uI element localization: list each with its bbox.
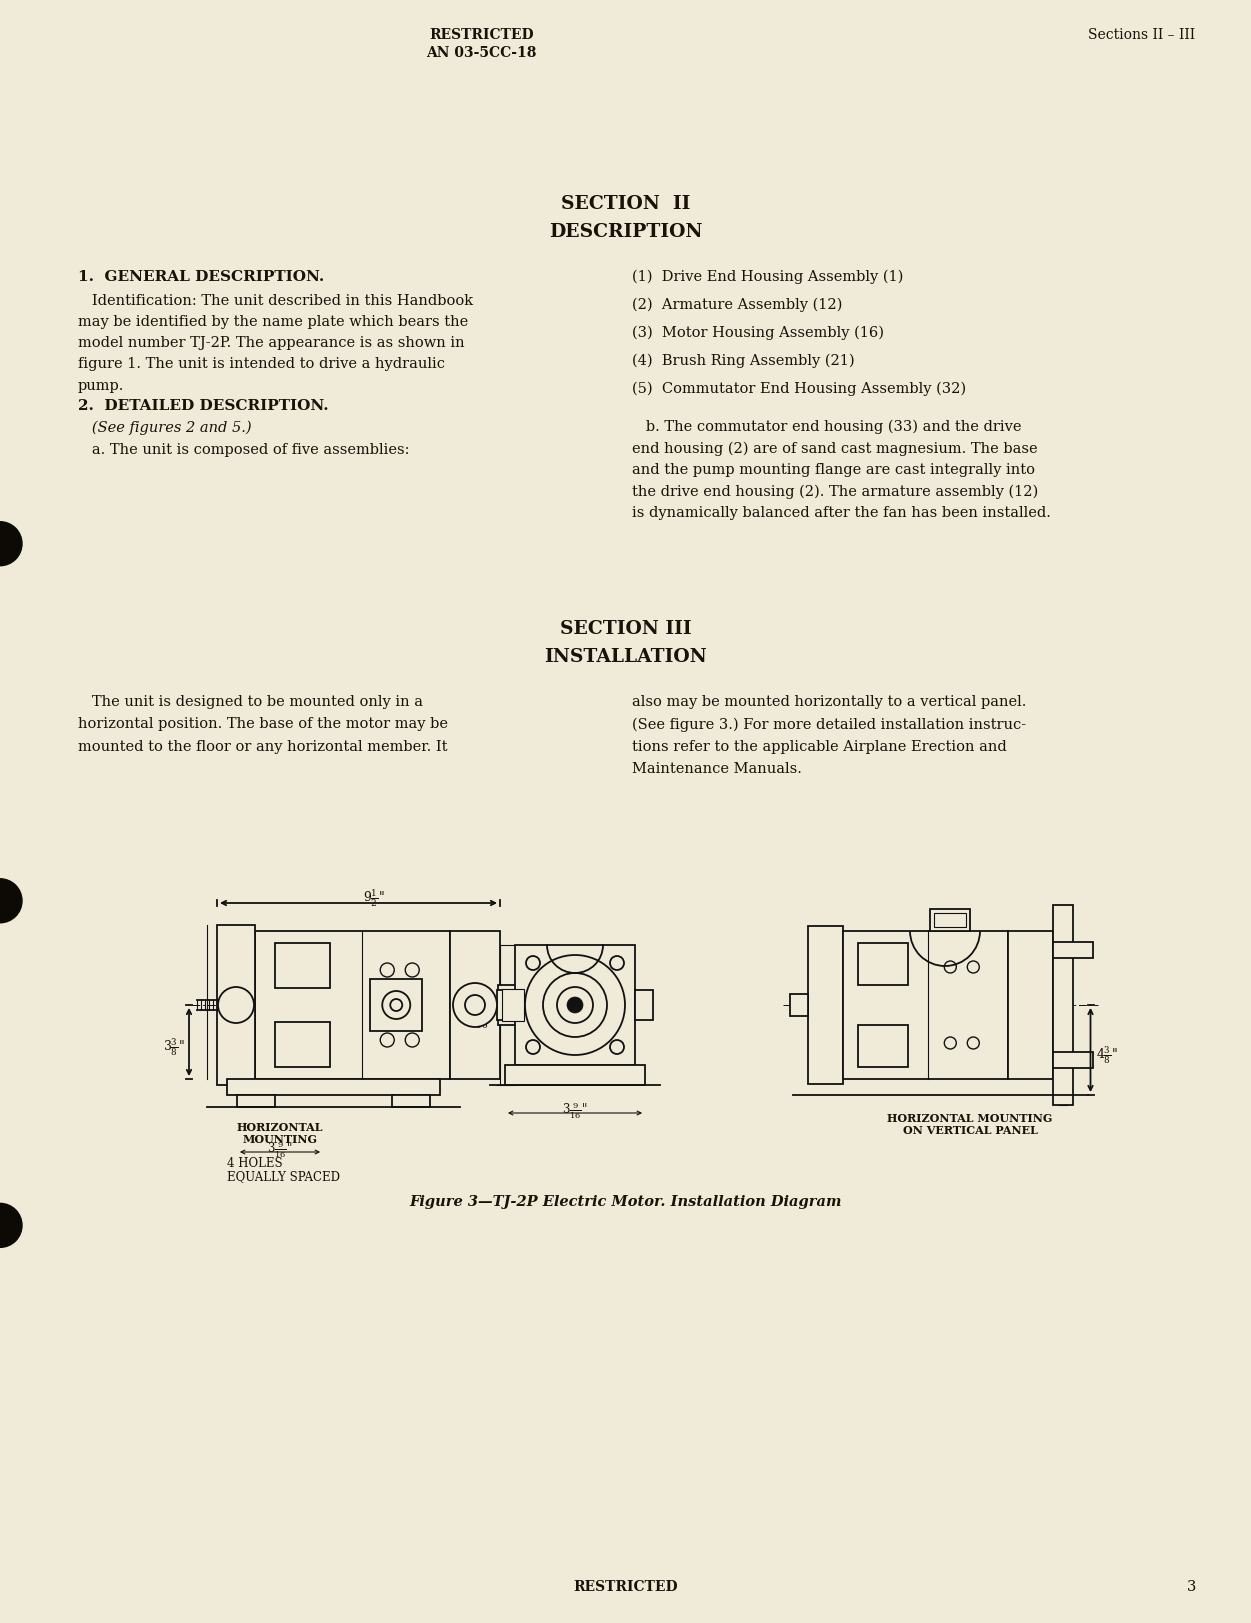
Text: (4)  Brush Ring Assembly (21): (4) Brush Ring Assembly (21) [632,354,854,368]
Text: 1.  GENERAL DESCRIPTION.: 1. GENERAL DESCRIPTION. [78,269,324,284]
Circle shape [557,987,593,1022]
Bar [857,1026,907,1066]
Circle shape [0,1203,23,1248]
Text: b. The commutator end housing (33) and the drive
end housing (2) are of sand cas: b. The commutator end housing (33) and t… [632,420,1051,521]
Text: 3$\mathregular{\frac{9}{16}}$": 3$\mathregular{\frac{9}{16}}$" [268,1138,293,1160]
Bar [236,1096,275,1107]
Text: 3: 3 [1187,1581,1196,1594]
Bar [275,1022,330,1066]
Text: 4 HOLES: 4 HOLES [226,1157,283,1170]
Bar [807,927,842,1084]
Bar [275,943,330,988]
Bar [515,945,636,1065]
Text: Identification: The unit described in this Handbook
may be identified by the nam: Identification: The unit described in th… [78,294,473,393]
Circle shape [945,1037,956,1048]
Text: AN 03-5CC-18: AN 03-5CC-18 [427,45,537,60]
Text: 3$\mathregular{\frac{3}{8}}$": 3$\mathregular{\frac{3}{8}}$" [164,1035,185,1058]
Circle shape [390,1000,403,1011]
Circle shape [567,997,583,1013]
Text: INSTALLATION: INSTALLATION [544,648,707,665]
Circle shape [0,521,23,566]
Circle shape [610,1040,624,1053]
Bar [497,990,515,1019]
Text: RESTRICTED: RESTRICTED [573,1581,678,1594]
Text: (2)  Armature Assembly (12): (2) Armature Assembly (12) [632,299,842,312]
Bar [502,988,524,1021]
Text: RESTRICTED: RESTRICTED [429,28,534,42]
Circle shape [610,956,624,971]
Circle shape [525,954,626,1055]
Bar [216,925,255,1086]
Circle shape [380,1032,394,1047]
Circle shape [405,1032,419,1047]
Circle shape [967,961,980,974]
Text: SECTION III: SECTION III [559,620,692,638]
Text: 2.  DETAILED DESCRIPTION.: 2. DETAILED DESCRIPTION. [78,399,329,412]
Text: MOUNTING: MOUNTING [243,1134,318,1144]
Bar [392,1096,430,1107]
Bar [498,985,528,1026]
Bar [934,914,966,927]
Text: The unit is designed to be mounted only in a
horizontal position. The base of th: The unit is designed to be mounted only … [78,695,448,753]
Bar [789,993,807,1016]
Text: Sections II – III: Sections II – III [1088,28,1196,42]
Circle shape [218,987,254,1022]
Text: (See figures 2 and 5.): (See figures 2 and 5.) [78,420,251,435]
Circle shape [525,1040,540,1053]
Text: SECTION  II: SECTION II [560,195,691,213]
Text: DESCRIPTION: DESCRIPTION [549,222,702,240]
Bar [929,909,970,932]
Bar [1052,941,1092,958]
Bar [1052,906,1072,1105]
Bar [636,990,653,1019]
Text: Figure 3—TJ-2P Electric Motor. Installation Diagram: Figure 3—TJ-2P Electric Motor. Installat… [409,1195,842,1209]
Text: (5)  Commutator End Housing Assembly (32): (5) Commutator End Housing Assembly (32) [632,381,966,396]
Bar [857,943,907,985]
Circle shape [945,961,956,974]
Text: HORIZONTAL MOUNTING: HORIZONTAL MOUNTING [887,1113,1052,1125]
Bar [1007,932,1052,1079]
Bar [842,932,1007,1079]
Bar [370,979,423,1031]
Circle shape [465,995,485,1014]
Circle shape [383,992,410,1019]
Text: 6$\mathregular{\frac{3}{16}}$": 6$\mathregular{\frac{3}{16}}$" [468,1010,495,1031]
Bar [255,932,450,1079]
Bar [226,1079,440,1096]
Circle shape [380,962,394,977]
Bar [505,1065,646,1086]
Text: 3$\mathregular{\frac{9}{16}}$": 3$\mathregular{\frac{9}{16}}$" [562,1099,588,1121]
Text: (1)  Drive End Housing Assembly (1): (1) Drive End Housing Assembly (1) [632,269,903,284]
Circle shape [405,962,419,977]
Circle shape [543,974,607,1037]
Text: EQUALLY SPACED: EQUALLY SPACED [226,1170,340,1183]
Text: ON VERTICAL PANEL: ON VERTICAL PANEL [902,1125,1037,1136]
Text: also may be mounted horizontally to a vertical panel.
(See figure 3.) For more d: also may be mounted horizontally to a ve… [632,695,1026,776]
Bar [450,932,500,1079]
Circle shape [967,1037,980,1048]
Text: 9$\mathregular{\frac{1}{2}}$": 9$\mathregular{\frac{1}{2}}$" [363,888,384,909]
Text: 4$\mathregular{\frac{3}{8}}$": 4$\mathregular{\frac{3}{8}}$" [1096,1044,1117,1066]
Circle shape [0,878,23,923]
Text: a. The unit is composed of five assemblies:: a. The unit is composed of five assembli… [78,443,409,458]
Text: HORIZONTAL: HORIZONTAL [236,1121,323,1133]
Circle shape [525,956,540,971]
Text: (3)  Motor Housing Assembly (16): (3) Motor Housing Assembly (16) [632,326,883,341]
Circle shape [453,984,497,1027]
Bar [1052,1052,1092,1068]
